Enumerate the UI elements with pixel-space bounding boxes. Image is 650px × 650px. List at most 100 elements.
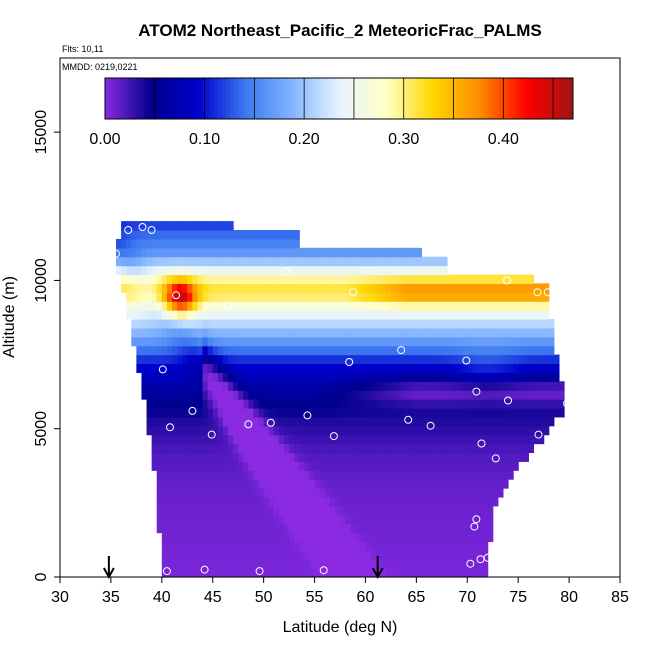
- heatmap-cell: [350, 336, 356, 347]
- heatmap-cell: [385, 256, 392, 267]
- heatmap-cell: [355, 399, 361, 409]
- heatmap-cell: [324, 274, 331, 284]
- colorbar-segment: [233, 78, 239, 119]
- heatmap-cell: [228, 496, 234, 507]
- heatmap-cell: [273, 354, 280, 365]
- heatmap-cell: [411, 399, 417, 409]
- heatmap-cell: [187, 345, 193, 356]
- heatmap-cell: [324, 532, 331, 543]
- heatmap-cell: [238, 550, 244, 560]
- heatmap-cell: [360, 541, 367, 551]
- heatmap-cell: [472, 283, 479, 293]
- heatmap-cell: [217, 514, 224, 525]
- heatmap-cell: [217, 416, 224, 427]
- heatmap-cell: [426, 274, 433, 284]
- heatmap-cell: [314, 434, 321, 445]
- heatmap-cell: [350, 390, 356, 400]
- heatmap-cell: [350, 345, 356, 356]
- colorbar-segment: [389, 78, 395, 119]
- heatmap-cell: [370, 568, 377, 578]
- heatmap-cell: [329, 381, 336, 391]
- heatmap-cell: [411, 541, 417, 551]
- heatmap-cell: [197, 514, 204, 525]
- heatmap-cell: [212, 363, 219, 373]
- heatmap-cell: [319, 372, 326, 382]
- heatmap-cell: [248, 256, 255, 267]
- heatmap-cell: [431, 354, 438, 365]
- heatmap-cell: [421, 327, 428, 338]
- heatmap-cell: [253, 381, 260, 391]
- heatmap-cell: [426, 532, 433, 543]
- heatmap-cell: [513, 443, 519, 454]
- heatmap-cell: [212, 523, 219, 534]
- heatmap-cell: [355, 505, 361, 516]
- heatmap-cell: [334, 372, 341, 382]
- heatmap-cell: [375, 247, 382, 258]
- colorbar-segment: [159, 78, 164, 119]
- heatmap-cell: [304, 292, 311, 302]
- heatmap-cell: [482, 345, 489, 356]
- heatmap-cell: [284, 372, 290, 382]
- heatmap-cell: [248, 559, 255, 569]
- heatmap-cell: [497, 381, 504, 391]
- heatmap-cell: [182, 238, 188, 249]
- heatmap-cell: [421, 310, 428, 320]
- heatmap-cell: [334, 274, 341, 284]
- heatmap-cell: [284, 238, 290, 249]
- heatmap-cell: [518, 381, 524, 391]
- heatmap-cell: [446, 452, 453, 462]
- heatmap-cell: [156, 523, 163, 534]
- heatmap-cell: [426, 452, 433, 462]
- colorbar-segment: [300, 78, 305, 119]
- heatmap-cell: [212, 532, 219, 543]
- heatmap-cell: [385, 514, 392, 525]
- heatmap-cell: [248, 274, 255, 284]
- heatmap-cell: [233, 345, 239, 356]
- heatmap-cell: [523, 363, 529, 373]
- heatmap-cell: [385, 247, 392, 258]
- heatmap-cell: [121, 274, 127, 284]
- heatmap-cell: [212, 496, 219, 507]
- colorbar-segment: [136, 78, 141, 119]
- heatmap-cell: [416, 292, 423, 302]
- heatmap-cell: [228, 434, 234, 445]
- heatmap-cell: [431, 559, 438, 569]
- heatmap-cell: [543, 399, 550, 409]
- heatmap-cell: [294, 470, 300, 480]
- heatmap-cell: [228, 425, 234, 436]
- heatmap-cell: [172, 568, 178, 578]
- heatmap-cell: [497, 292, 504, 302]
- heatmap-cell: [360, 470, 367, 480]
- heatmap-cell: [182, 532, 188, 543]
- heatmap-cell: [396, 399, 402, 409]
- heatmap-cell: [340, 505, 346, 516]
- heatmap-cell: [375, 390, 382, 400]
- heatmap-cell: [436, 327, 443, 338]
- heatmap-cell: [390, 523, 397, 534]
- heatmap-cell: [233, 523, 239, 534]
- heatmap-cell: [390, 532, 397, 543]
- heatmap-cell: [268, 318, 275, 329]
- heatmap-cell: [497, 310, 504, 320]
- heatmap-cell: [238, 479, 244, 489]
- heatmap-cell: [508, 336, 514, 347]
- heatmap-cell: [462, 292, 468, 302]
- heatmap-cell: [340, 354, 346, 365]
- heatmap-cell: [263, 336, 270, 347]
- heatmap-cell: [243, 345, 249, 356]
- heatmap-cell: [192, 221, 199, 231]
- heatmap-cell: [472, 452, 479, 462]
- heatmap-cell: [299, 318, 305, 329]
- heatmap-cell: [411, 514, 417, 525]
- heatmap-cell: [324, 256, 331, 267]
- heatmap-cell: [472, 496, 479, 507]
- profile-point: [426, 421, 435, 430]
- heatmap-cell: [253, 550, 260, 560]
- heatmap-cell: [360, 568, 367, 578]
- heatmap-cell: [273, 283, 280, 293]
- colorbar-segment: [432, 78, 437, 119]
- heatmap-cell: [396, 496, 402, 507]
- heatmap-cell: [390, 345, 397, 356]
- heatmap-cell: [258, 390, 265, 400]
- heatmap-cell: [319, 247, 326, 258]
